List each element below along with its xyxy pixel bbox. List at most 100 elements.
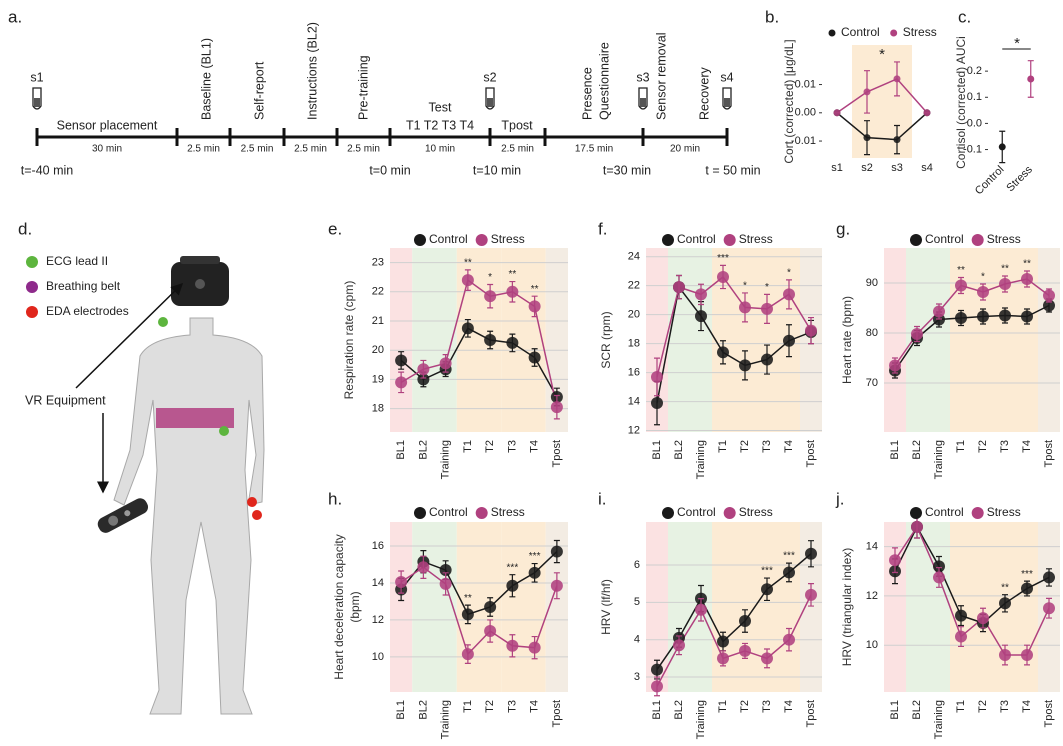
data-point [717, 652, 729, 664]
legend-label: Stress [987, 505, 1021, 519]
y-axis-label: Heart deceleration capacity [332, 534, 346, 679]
data-point [462, 648, 474, 660]
sample-fluid [640, 98, 646, 107]
legend-dot [26, 306, 38, 318]
legend-label: Stress [739, 505, 773, 519]
data-point [506, 286, 518, 298]
significance: * [981, 272, 985, 283]
x-tick-label: T2 [739, 440, 751, 453]
x-tick-label: Tpost [805, 700, 817, 728]
data-point [717, 346, 729, 358]
phase-shade [390, 248, 412, 432]
x-tick-label: T4 [529, 700, 541, 713]
x-tick-label: s2 [861, 162, 873, 174]
figure: a.b.c.d.e.f.g.h.i.j.Sensor placement30 m… [0, 0, 1063, 746]
legend-marker [972, 507, 984, 519]
data-point [695, 288, 707, 300]
x-tick-label: Tpost [551, 440, 563, 468]
significance: *** [507, 562, 519, 573]
data-point [551, 401, 563, 413]
y-axis-label: SCR (rpm) [599, 311, 613, 368]
data-point [417, 363, 429, 375]
data-point [977, 612, 989, 624]
x-tick-label: Tpost [551, 700, 563, 728]
data-point [805, 589, 817, 601]
data-point [977, 311, 989, 323]
data-point [783, 634, 795, 646]
significance: *** [1021, 569, 1033, 580]
significance: * [743, 281, 747, 292]
legend-marker [476, 234, 488, 246]
timeline-label: Questionnaire [597, 42, 611, 120]
x-tick-label: BL2 [673, 700, 685, 720]
data-point [506, 337, 518, 349]
legend-label: Stress [739, 232, 773, 246]
legend-label: Control [677, 505, 716, 519]
y-tick-label: 23 [372, 257, 384, 269]
legend-marker [662, 234, 674, 246]
y-axis-label: Cortisol (corrected) AUCi [954, 36, 968, 169]
y-tick-label: 12 [866, 590, 878, 602]
legend-label: Control [841, 25, 880, 39]
y-tick-label: 14 [372, 577, 384, 589]
y-tick-label: 0.00 [795, 107, 816, 119]
timeline-label: Sensor placement [57, 118, 158, 132]
x-tick-label: T4 [783, 700, 795, 713]
legend-label: Breathing belt [46, 279, 121, 293]
panel-label: c. [958, 7, 971, 26]
significance: ** [531, 284, 539, 295]
data-point [395, 354, 407, 366]
y-tick-label: 80 [866, 327, 878, 339]
phase-shade [435, 248, 457, 432]
data-point [761, 354, 773, 366]
data-point [529, 567, 541, 579]
data-point [999, 649, 1011, 661]
y-tick-label: 5 [634, 596, 640, 608]
data-point [1021, 273, 1033, 285]
y-tick-label: 6 [634, 559, 640, 571]
x-tick-label: T1 [462, 700, 474, 713]
vr-headset-strap [180, 256, 220, 264]
timeline-label: Sensor removal [654, 32, 668, 120]
data-point [506, 580, 518, 592]
y-tick-label: 14 [866, 541, 878, 553]
significance: * [765, 282, 769, 293]
y-tick-label: 24 [628, 251, 640, 263]
phase-shade [524, 522, 546, 692]
x-tick-label: T1 [717, 700, 729, 713]
data-point [805, 548, 817, 560]
x-tick-label: BL1 [651, 440, 663, 460]
legend-label: Control [925, 232, 964, 246]
sample-label: s3 [636, 70, 649, 84]
timeline-duration: 30 min [92, 144, 122, 155]
data-point [761, 303, 773, 315]
phase-shade [412, 522, 434, 692]
data-point [999, 597, 1011, 609]
time-label: t=30 min [603, 163, 651, 177]
data-point [911, 328, 923, 340]
x-tick-label: Tpost [1043, 440, 1055, 468]
data-point [695, 604, 707, 616]
x-tick-label: T1 [955, 700, 967, 713]
significance: *** [761, 566, 773, 577]
x-tick-label: T4 [1021, 440, 1033, 453]
data-point [761, 583, 773, 595]
legend-label: ECG lead II [46, 254, 108, 268]
phase-shade [928, 248, 950, 432]
data-point [395, 376, 407, 388]
x-tick-label: Control [973, 164, 1007, 198]
data-point [955, 631, 967, 643]
x-tick-label: BL2 [911, 700, 923, 720]
data-point [484, 601, 496, 613]
panel-label: j. [835, 489, 845, 508]
legend-label: Control [429, 232, 468, 246]
annotation: VR Equipment [25, 393, 106, 407]
significance: ** [464, 258, 472, 269]
phase-shade [668, 522, 690, 692]
timeline-label: Tpost [501, 118, 533, 132]
data-point [484, 290, 496, 302]
timeline-label: T1 T2 T3 T4 [406, 118, 474, 132]
x-tick-label: T3 [999, 700, 1011, 713]
data-point [506, 640, 518, 652]
legend-marker [414, 234, 426, 246]
